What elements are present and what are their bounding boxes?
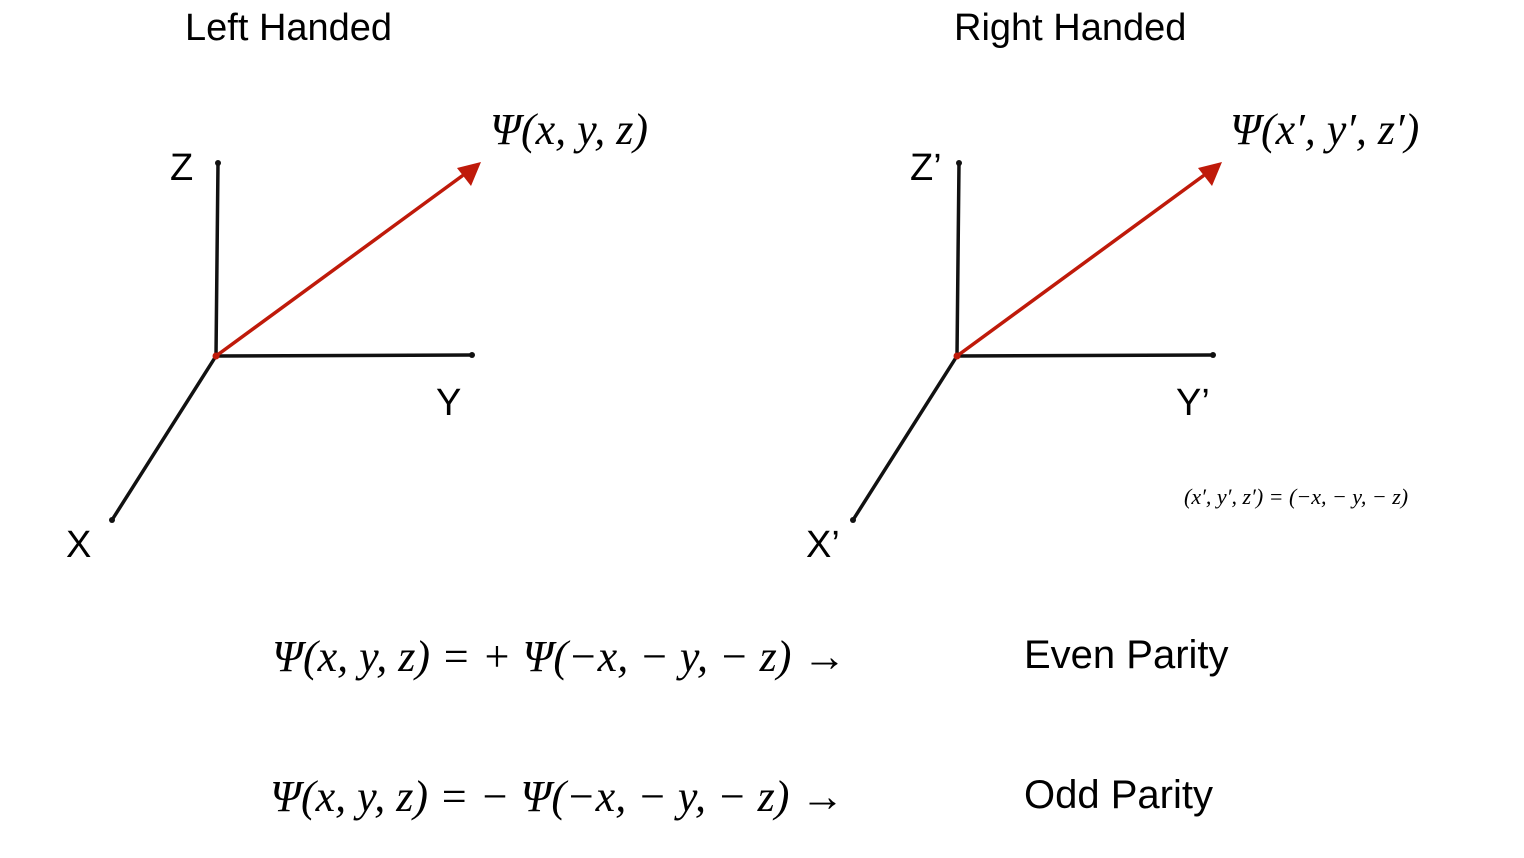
left-origin-dot [212, 352, 220, 360]
left-psi-vector [214, 174, 464, 358]
left-x-axis-label: X [66, 524, 91, 566]
left-y-axis-label: Y [436, 382, 461, 424]
odd-parity-equation: Ψ(x, y, z) = − Ψ(−x, − y, − z) → [270, 772, 845, 821]
right-y-axis [955, 353, 1215, 358]
right-y-axis-label: Y’ [1176, 382, 1210, 424]
left-handed-title: Left Handed [185, 7, 393, 49]
left-z-axis [214, 161, 220, 358]
left-psi-arrowhead [457, 162, 481, 186]
odd-parity-label: Odd Parity [1024, 773, 1213, 817]
right-z-axis [955, 161, 961, 358]
right-x-axis-label: X’ [806, 524, 840, 566]
left-y-axis-end-dot [469, 352, 475, 358]
left-coordinate-system: Z Y X Ψ(x, y, z) [66, 105, 648, 566]
right-z-axis-end-dot [956, 160, 962, 166]
right-y-axis-end-dot [1210, 352, 1216, 358]
right-psi-vector [955, 174, 1205, 358]
even-parity-label: Even Parity [1024, 633, 1229, 677]
right-x-axis-end-dot [850, 517, 856, 523]
right-z-axis-label: Z’ [910, 147, 942, 189]
right-handed-title: Right Handed [954, 7, 1187, 49]
left-x-axis [110, 354, 218, 522]
right-psi-label: Ψ(x′, y′, z′) [1230, 105, 1419, 154]
right-psi-arrowhead [1198, 162, 1222, 186]
left-y-axis [214, 353, 474, 358]
left-z-axis-label: Z [170, 147, 193, 189]
even-parity-equation: Ψ(x, y, z) = + Ψ(−x, − y, − z) → [272, 632, 847, 681]
right-origin-dot [953, 352, 961, 360]
left-psi-label: Ψ(x, y, z) [490, 105, 648, 154]
primed-coordinate-relation: (x′, y′, z′) = (−x, − y, − z) [1184, 484, 1409, 509]
left-z-axis-end-dot [215, 160, 221, 166]
left-x-axis-end-dot [109, 517, 115, 523]
right-x-axis [851, 354, 959, 522]
right-coordinate-system: Z’ Y’ X’ Ψ(x′, y′, z′) [806, 105, 1419, 566]
